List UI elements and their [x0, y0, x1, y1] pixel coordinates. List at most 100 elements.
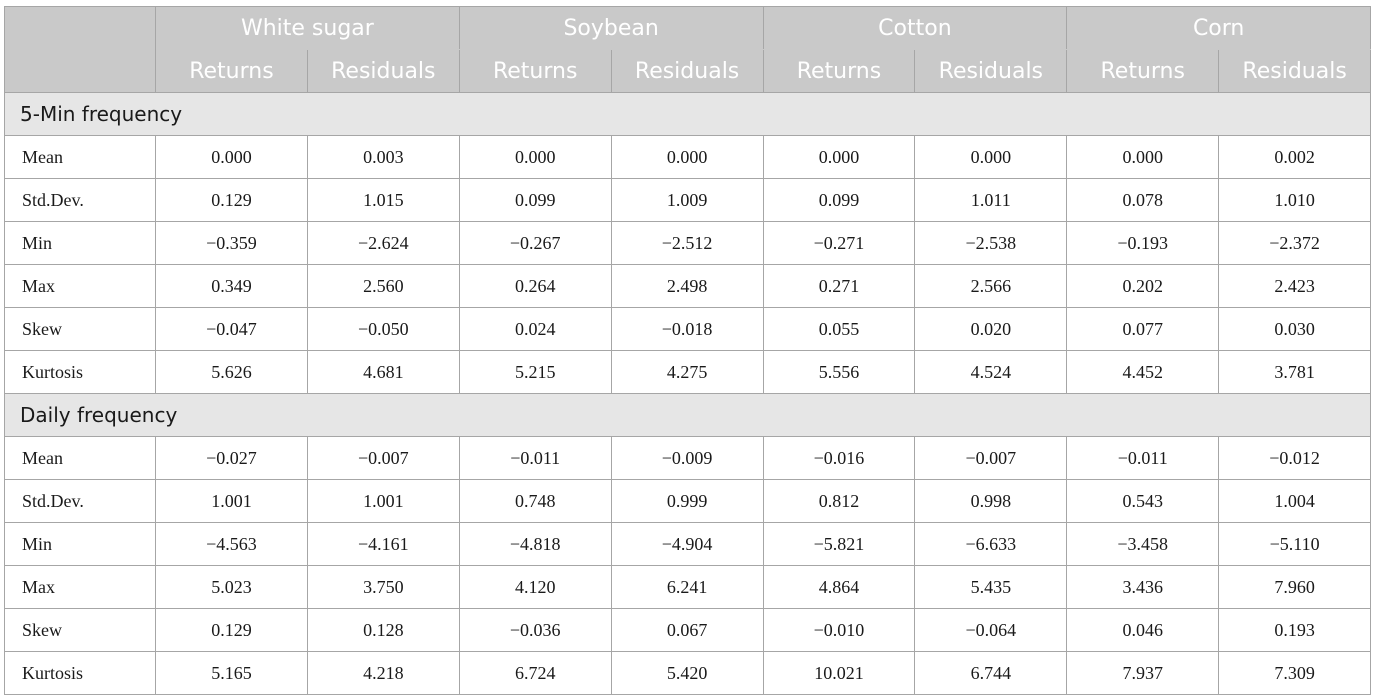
row-label: Min	[4, 522, 156, 566]
table-cell: 5.435	[914, 565, 1068, 609]
table-cell: 0.046	[1066, 608, 1220, 652]
table-cell: 2.498	[610, 264, 764, 308]
table-cell: 4.681	[306, 350, 460, 394]
table-row: Max 5.023 3.750 4.120 6.241 4.864 5.435 3.436 7.…	[4, 565, 1372, 609]
table-cell: 0.077	[1066, 307, 1220, 351]
subheader-returns: Returns	[762, 49, 916, 93]
table-cell: −0.007	[914, 436, 1068, 480]
table-cell: 1.011	[914, 178, 1068, 222]
section-title: 5-Min frequency	[3, 92, 1372, 136]
table-body: 5-Min frequency Mean 0.000 0.003 0.000 0.000 0…	[3, 92, 1372, 695]
table-cell: 0.202	[1066, 264, 1220, 308]
table-cell: 0.024	[458, 307, 612, 351]
table-cell: 1.010	[1218, 178, 1372, 222]
table-cell: 5.215	[458, 350, 612, 394]
table-cell: 7.937	[1066, 651, 1220, 695]
table-cell: 0.030	[1218, 307, 1372, 351]
table-cell: 2.566	[914, 264, 1068, 308]
table-cell: 6.241	[610, 565, 764, 609]
table-cell: 0.055	[762, 307, 916, 351]
table-cell: 0.748	[458, 479, 612, 523]
table-cell: 4.452	[1066, 350, 1220, 394]
row-label: Std.Dev.	[4, 479, 156, 523]
header-row-groups: White sugar Soybean Cotton Corn	[4, 6, 1372, 93]
table-cell: 0.998	[914, 479, 1068, 523]
table-cell: 0.000	[1066, 135, 1220, 179]
table-cell: 1.009	[610, 178, 764, 222]
table-cell: −5.821	[762, 522, 916, 566]
table-cell: 3.781	[1218, 350, 1372, 394]
table-cell: −0.359	[155, 221, 308, 265]
statistics-table: White sugar Soybean Cotton Corn Returns …	[3, 6, 1372, 695]
table-cell: −0.012	[1218, 436, 1372, 480]
table-cell: 5.165	[155, 651, 308, 695]
subheader-residuals: Residuals	[914, 49, 1068, 93]
row-label: Std.Dev.	[4, 178, 156, 222]
table-cell: −3.458	[1066, 522, 1220, 566]
table-cell: 1.004	[1218, 479, 1372, 523]
row-label: Skew	[4, 307, 156, 351]
table-cell: 0.999	[610, 479, 764, 523]
group-header-corn: Corn	[1066, 6, 1372, 50]
table-cell: 6.744	[914, 651, 1068, 695]
section-title: Daily frequency	[3, 393, 1372, 437]
table-cell: −2.624	[306, 221, 460, 265]
subheader-residuals: Residuals	[1218, 49, 1372, 93]
table-cell: 0.543	[1066, 479, 1220, 523]
subheader-returns: Returns	[155, 49, 308, 93]
table-cell: 4.275	[610, 350, 764, 394]
corner-cell	[4, 6, 156, 93]
table-cell: −4.161	[306, 522, 460, 566]
row-label: Kurtosis	[4, 651, 156, 695]
table-cell: −0.271	[762, 221, 916, 265]
table-cell: 10.021	[762, 651, 916, 695]
group-header-soybean: Soybean	[458, 6, 764, 50]
table-cell: −0.050	[306, 307, 460, 351]
table-cell: 1.001	[306, 479, 460, 523]
table-cell: 4.864	[762, 565, 916, 609]
table-cell: 0.000	[610, 135, 764, 179]
table-row: Min −0.359 −2.624 −0.267 −2.512 −0.271 −2.538−…	[4, 221, 1372, 265]
table-row: Std.Dev. 1.001 1.001 0.748 0.999 0.812 0.998 0.…	[4, 479, 1372, 523]
row-label: Kurtosis	[4, 350, 156, 394]
table-cell: 0.000	[155, 135, 308, 179]
header-row-subcolumns: Returns Residuals Returns Residuals Retu…	[5, 49, 1372, 93]
table-cell: −0.009	[610, 436, 764, 480]
table-cell: 0.099	[762, 178, 916, 222]
table-row: Kurtosis 5.165 4.218 6.724 5.420 10.021 6.744 7…	[4, 651, 1372, 695]
table-row: Min −4.563 −4.161 −4.818 −4.904 −5.821 −6.633−…	[4, 522, 1372, 566]
table-cell: 0.128	[306, 608, 460, 652]
subheader-residuals: Residuals	[610, 49, 764, 93]
section-row: Daily frequency	[3, 393, 1372, 437]
table-cell: 0.129	[155, 608, 308, 652]
table-cell: 5.023	[155, 565, 308, 609]
table-cell: 0.349	[155, 264, 308, 308]
table-cell: 4.120	[458, 565, 612, 609]
row-label: Max	[4, 264, 156, 308]
table-cell: −2.512	[610, 221, 764, 265]
table-cell: −6.633	[914, 522, 1068, 566]
table-header: White sugar Soybean Cotton Corn Returns …	[4, 6, 1372, 93]
group-header-cotton: Cotton	[762, 6, 1068, 50]
table-cell: 0.067	[610, 608, 764, 652]
table-cell: −0.027	[155, 436, 308, 480]
table-cell: 0.812	[762, 479, 916, 523]
group-header-white-sugar: White sugar	[155, 6, 460, 50]
subheader-residuals: Residuals	[306, 49, 460, 93]
table-cell: −2.538	[914, 221, 1068, 265]
table-cell: 3.750	[306, 565, 460, 609]
table-cell: −0.010	[762, 608, 916, 652]
table-cell: 7.960	[1218, 565, 1372, 609]
table-cell: −0.011	[458, 436, 612, 480]
table-cell: −2.372	[1218, 221, 1372, 265]
table-cell: −4.818	[458, 522, 612, 566]
table-cell: 0.003	[306, 135, 460, 179]
table-cell: 0.020	[914, 307, 1068, 351]
table-cell: 0.129	[155, 178, 308, 222]
table-row: Mean 0.000 0.003 0.000 0.000 0.000 0.000 0.000 0…	[4, 135, 1372, 179]
row-label: Max	[4, 565, 156, 609]
table-cell: 0.000	[762, 135, 916, 179]
table-row: Kurtosis 5.626 4.681 5.215 4.275 5.556 4.524 4.…	[4, 350, 1372, 394]
row-label: Skew	[4, 608, 156, 652]
table-cell: −0.007	[306, 436, 460, 480]
